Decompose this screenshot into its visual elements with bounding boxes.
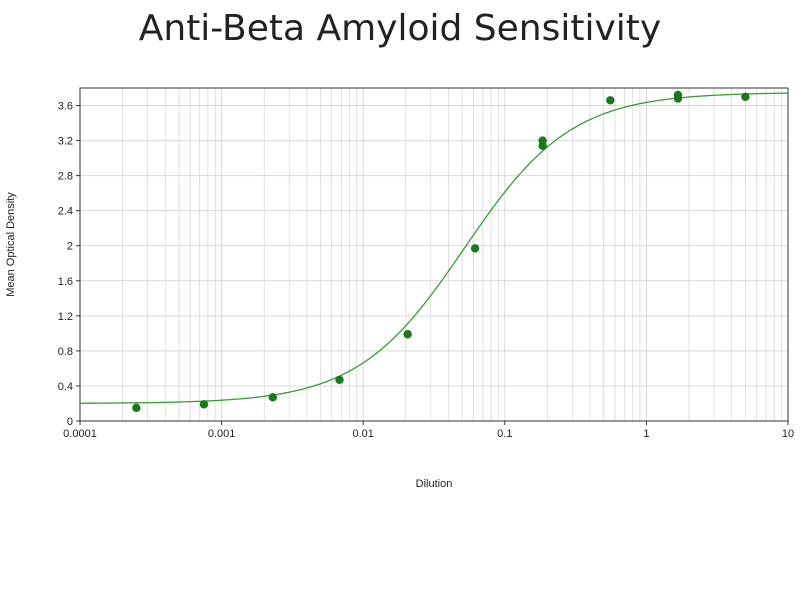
- y-axis-ticks: 0 0.4 0.8 1.2 1.6 2 2.4 2.8 3.2 3.6: [58, 101, 80, 428]
- y-tick-label: 1.2: [58, 311, 73, 323]
- data-point: [132, 404, 140, 412]
- fit-curve: [80, 93, 788, 403]
- data-point: [471, 244, 479, 252]
- x-tick-label: 0.01: [352, 428, 373, 440]
- data-points: [132, 91, 749, 412]
- x-tick-label: 0.0001: [63, 428, 97, 440]
- y-tick-label: 2.8: [58, 171, 73, 183]
- y-tick-label: 0.8: [58, 346, 73, 358]
- data-point: [538, 136, 546, 144]
- y-tick-label: 2.4: [58, 206, 73, 218]
- x-axis-ticks: 0.0001 0.001 0.01 0.1 1 10: [63, 421, 794, 440]
- x-tick-label: 0.1: [497, 428, 512, 440]
- y-axis-label: Mean Optical Density: [5, 192, 17, 297]
- data-point: [741, 93, 749, 101]
- y-tick-label: 2: [67, 241, 73, 253]
- data-point: [674, 91, 682, 99]
- plot-frame: [80, 88, 788, 421]
- y-tick-label: 3.6: [58, 101, 73, 113]
- data-point: [269, 393, 277, 401]
- data-point: [200, 400, 208, 408]
- data-point: [606, 96, 614, 104]
- data-point: [335, 376, 343, 384]
- y-tick-label: 1.6: [58, 276, 73, 288]
- x-axis-label: Dilution: [416, 478, 453, 490]
- x-tick-label: 1: [643, 428, 649, 440]
- y-tick-label: 0: [67, 416, 73, 428]
- data-point: [403, 330, 411, 338]
- grid-lines: [80, 88, 788, 421]
- x-tick-label: 10: [782, 428, 794, 440]
- y-tick-label: 0.4: [58, 381, 73, 393]
- x-tick-label: 0.001: [208, 428, 236, 440]
- y-tick-label: 3.2: [58, 136, 73, 148]
